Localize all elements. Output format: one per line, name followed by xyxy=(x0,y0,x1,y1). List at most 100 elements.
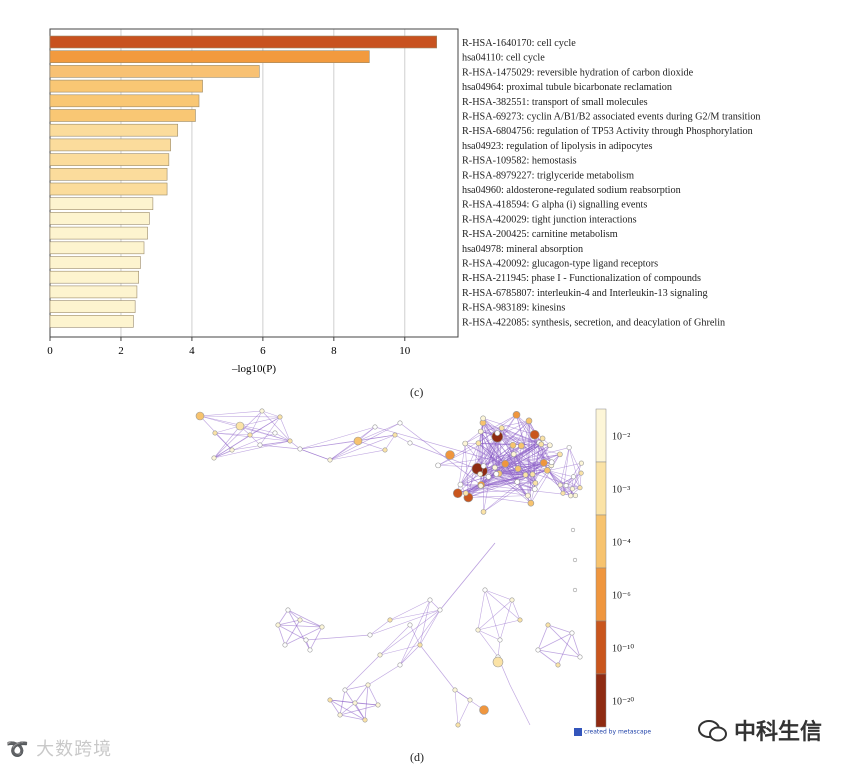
network-edge xyxy=(379,624,411,656)
bar xyxy=(49,314,134,328)
network-edge xyxy=(480,431,496,468)
network-node xyxy=(497,637,503,643)
network-node xyxy=(480,509,487,515)
category-label: R-HSA-6804756: regulation of TP53 Activi… xyxy=(462,126,753,137)
network-edge xyxy=(477,629,499,658)
network-edge xyxy=(339,714,366,721)
network-edge xyxy=(279,416,291,442)
colorbar-label: 10⁻⁴ xyxy=(612,538,631,549)
network-node xyxy=(569,486,575,492)
network-node xyxy=(529,429,540,440)
network-edge xyxy=(568,447,582,474)
x-tick-label: 8 xyxy=(331,345,337,357)
network-edge xyxy=(199,415,281,418)
network-node xyxy=(514,465,522,472)
network-node xyxy=(297,446,303,452)
network-edge xyxy=(477,599,513,631)
colorbar-label: 10⁻²⁰ xyxy=(612,697,634,708)
network-edge xyxy=(465,431,481,444)
bar xyxy=(49,285,138,299)
network-edge xyxy=(213,434,251,459)
network-edge xyxy=(559,447,570,486)
network-edge xyxy=(354,702,379,706)
category-label: R-HSA-418594: G alpha (i) signalling eve… xyxy=(462,200,647,211)
network-node xyxy=(427,597,433,603)
network-edge xyxy=(478,414,517,444)
network-node xyxy=(337,712,343,718)
network-edge xyxy=(525,474,536,490)
x-tick-label: 4 xyxy=(189,345,195,357)
category-label: hsa04964: proximal tubule bicarbonate re… xyxy=(462,82,672,93)
network-edge xyxy=(379,644,421,656)
network-edge xyxy=(537,649,559,666)
network-node xyxy=(494,430,501,436)
network-edge xyxy=(389,609,441,621)
network-node xyxy=(235,421,245,431)
network-node xyxy=(557,482,563,488)
network-edge xyxy=(399,644,421,666)
network-node xyxy=(498,425,505,431)
network-edge xyxy=(339,702,356,716)
network-node xyxy=(475,627,481,633)
category-label: R-HSA-69273: cyclin A/B1/B2 associated e… xyxy=(462,112,761,123)
network-edge xyxy=(477,589,486,631)
network-edge xyxy=(259,416,281,446)
network-edge xyxy=(305,634,371,641)
network-edge xyxy=(299,448,331,461)
network-edge xyxy=(379,609,441,656)
colorbar-segment xyxy=(595,673,607,728)
network-edge xyxy=(354,702,366,721)
network-node xyxy=(492,464,498,471)
network-edge xyxy=(496,473,529,496)
network-edge xyxy=(419,609,441,646)
network-edge xyxy=(530,454,561,504)
bar xyxy=(49,212,150,225)
network-edge xyxy=(497,432,536,484)
network-edge xyxy=(299,619,323,628)
network-node xyxy=(569,630,575,636)
network-edge xyxy=(213,432,276,459)
network-edge xyxy=(509,684,531,726)
network-node xyxy=(467,697,473,703)
network-node xyxy=(485,474,492,480)
network-edge xyxy=(548,462,582,471)
network-node xyxy=(572,557,578,563)
network-node xyxy=(535,647,541,653)
category-label: R-HSA-6785807: interleukin-4 and Interle… xyxy=(462,288,708,299)
network-edge xyxy=(419,644,456,691)
network-node xyxy=(517,617,523,623)
category-label: R-HSA-211945: phase I - Functionalizatio… xyxy=(462,273,701,284)
category-label: R-HSA-420092: glucagon-type ligand recep… xyxy=(462,259,658,270)
watermark-right: 中科生信 xyxy=(698,714,822,746)
network-edge xyxy=(329,699,366,721)
network-edge xyxy=(438,453,514,466)
network-edge xyxy=(457,699,471,726)
network-edge xyxy=(364,684,369,721)
bar xyxy=(49,79,203,93)
network-edge xyxy=(284,619,301,646)
x-tick-label: 6 xyxy=(260,345,266,357)
network-node xyxy=(529,471,536,478)
network-node xyxy=(212,430,218,436)
network-node xyxy=(452,687,458,693)
panel-c-caption: (c) xyxy=(410,385,424,399)
network-edge xyxy=(374,426,506,465)
network-node xyxy=(572,493,578,499)
network-edge xyxy=(367,684,379,706)
metascape-mark-icon xyxy=(574,728,582,736)
network-edge xyxy=(477,619,521,631)
bar-chart: R-HSA-1640170: cell cycle hsa04110: cell … xyxy=(47,28,761,375)
network-edge xyxy=(460,484,528,496)
network-edge xyxy=(339,689,346,716)
network-node xyxy=(555,662,561,668)
network-edge xyxy=(547,624,573,634)
colorbar-label: 10⁻⁶ xyxy=(612,591,631,602)
colorbar-label: 10⁻³ xyxy=(612,485,630,496)
network-edge xyxy=(261,410,291,442)
swirl-icon: ➰ xyxy=(6,739,30,760)
network-edge xyxy=(239,416,281,427)
network-edge xyxy=(497,639,501,658)
network-edge xyxy=(478,442,518,483)
network-node xyxy=(570,527,576,533)
network-node xyxy=(287,438,293,444)
